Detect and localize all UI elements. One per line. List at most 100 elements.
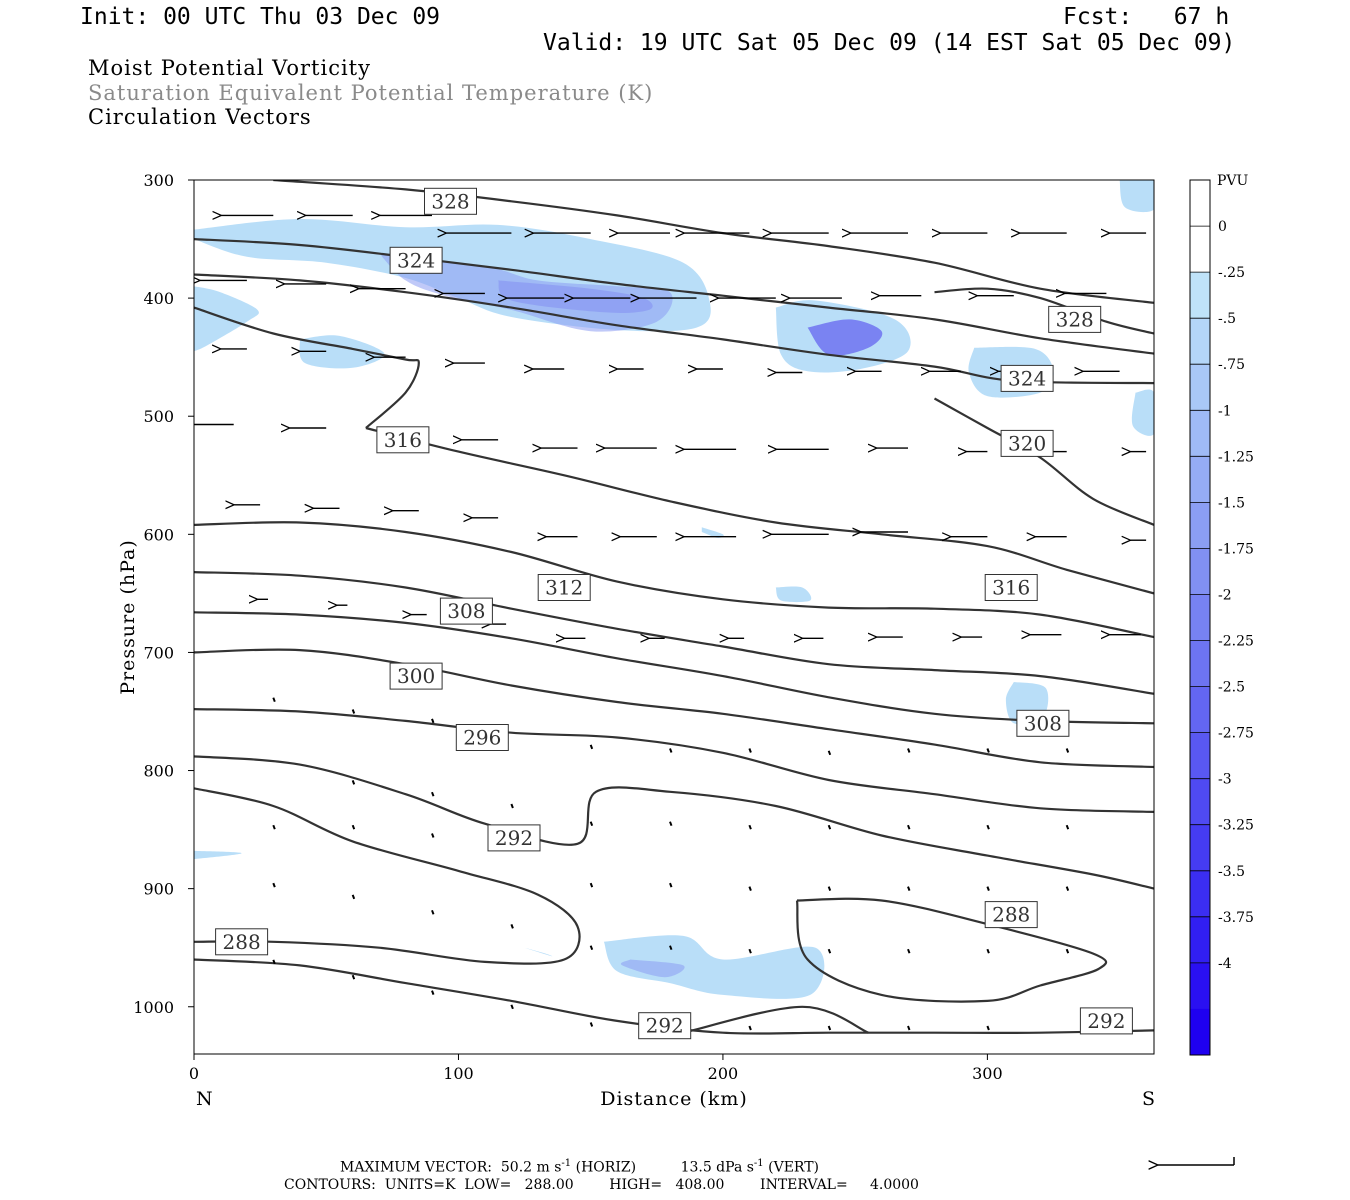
vector-small-49 <box>827 1025 832 1031</box>
contour-label-320-5: 320 <box>1000 429 1054 457</box>
vector-small-33 <box>986 886 990 891</box>
colorbar-label: -3.25 <box>1218 818 1254 834</box>
vector-small-23 <box>1065 824 1070 830</box>
colorbar-label: -4 <box>1218 956 1232 972</box>
y-tick-label: 900 <box>143 880 174 899</box>
contour-label-text: 308 <box>1024 711 1062 735</box>
contour-label-text: 320 <box>1008 431 1046 455</box>
vector-small-44 <box>986 948 990 954</box>
theta-es-contour-296-11 <box>194 708 1154 813</box>
contour-label-308-10: 308 <box>1016 709 1070 737</box>
colorbar-bin-15 <box>1190 870 1210 918</box>
vector-small-28 <box>589 882 594 888</box>
colorbar-bin-9 <box>1190 594 1210 642</box>
vector-small-25 <box>351 894 356 900</box>
contour-label-312-6: 312 <box>537 574 591 601</box>
colorbar-bin-11 <box>1190 686 1210 734</box>
colorbar-label: -1.75 <box>1218 541 1254 557</box>
vector-small-0 <box>272 697 276 703</box>
colorbar-label: -2 <box>1218 588 1232 604</box>
contour-label-316-4: 316 <box>376 426 430 454</box>
contour-label-292-16: 292 <box>1079 1007 1133 1035</box>
colorbar-label: -.25 <box>1218 265 1245 281</box>
theta-es-contour-324-2 <box>934 287 1154 335</box>
colorbar-label: -2.25 <box>1218 634 1254 650</box>
theta-es-contours <box>194 180 1154 1035</box>
contour-label-text: 328 <box>1056 307 1094 331</box>
pvu-colorbar: 0 -.25 -.5 -.75 -1 -1.25 -1.5 -1.75 -2 -2.25 -2.5 -… <box>1189 179 1254 1056</box>
colorbar-label: -2.5 <box>1218 680 1245 696</box>
y-axis-label: Pressure (hPa) <box>117 539 139 695</box>
vector-small-1 <box>351 709 356 714</box>
mpv-region-15 <box>603 935 825 999</box>
mpv-region-2 <box>498 280 653 313</box>
x-tick-label: 100 <box>443 1064 474 1083</box>
contour-label-296-11: 296 <box>455 724 509 751</box>
vector-small-48 <box>748 1025 752 1031</box>
reference-vector-icon <box>1158 1157 1235 1165</box>
theta-es-contour-288-14 <box>795 897 1108 1003</box>
vector-small-50 <box>907 1025 911 1031</box>
contours-caption: CONTOURS: UNITS=K LOW= 288.00 HIGH= 408.… <box>284 1177 919 1193</box>
colorbar-bin-1 <box>1190 226 1210 273</box>
field-title-theta-es: Saturation Equivalent Potential Temperat… <box>88 81 654 105</box>
vector-small-4 <box>669 748 673 753</box>
contour-label-text: 296 <box>463 726 501 750</box>
vector-small-19 <box>748 824 752 830</box>
contour-label-text: 292 <box>1087 1009 1125 1033</box>
colorbar-frame <box>1189 179 1211 1056</box>
colorbar-bin-18 <box>1190 1008 1210 1056</box>
contour-label-288-13: 288 <box>984 901 1038 929</box>
colorbar-bin-5 <box>1190 410 1210 457</box>
theta-es-contour-312-7 <box>194 521 1154 639</box>
axes: 300 400 500 600 700 800 900 1000 0 100 200 300 <box>133 171 1002 1083</box>
theta-es-contour-288-13 <box>194 787 581 965</box>
valid-time: Valid: 19 UTC Sat 05 Dec 09 (14 EST Sat … <box>543 30 1236 56</box>
vector-small-20 <box>827 824 832 830</box>
colorbar-bin-6 <box>1190 456 1210 503</box>
vector-small-8 <box>986 748 990 753</box>
vector-small-27 <box>510 924 514 929</box>
vector-small-51 <box>986 1025 990 1031</box>
contour-label-328-0: 328 <box>424 187 477 215</box>
field-title-mpv: Moist Potential Vorticity <box>88 56 371 80</box>
theta-es-contour-300-10 <box>194 648 1154 769</box>
vector-small-12 <box>510 803 514 809</box>
x-tick-label: 300 <box>972 1064 1003 1083</box>
colorbar-bin-16 <box>1190 916 1210 964</box>
contour-labels: 328 324 328 324 316 320 312 316 308 300 308 296 292 2… <box>215 187 1133 1040</box>
vector-small-34 <box>1065 886 1070 891</box>
vector-small-18 <box>669 821 673 827</box>
y-tick-label: 700 <box>143 643 174 662</box>
vector-small-36 <box>351 974 356 980</box>
contour-label-324-1: 324 <box>389 246 443 274</box>
init-time: Init: 00 UTC Thu 03 Dec 09 <box>80 4 441 30</box>
colorbar-label: -2.75 <box>1218 726 1254 742</box>
vector-small-42 <box>827 948 832 954</box>
colorbar-label: 0 <box>1218 219 1227 235</box>
contour-label-text: 308 <box>447 599 485 623</box>
y-tick-label: 400 <box>143 289 174 308</box>
contour-label-text: 300 <box>397 664 435 688</box>
x-tick-label: 0 <box>189 1064 199 1083</box>
vector-small-9 <box>1065 748 1070 753</box>
mpv-region-10 <box>701 527 724 538</box>
colorbar-label: -3.75 <box>1218 910 1254 926</box>
contour-label-324-3: 324 <box>1000 364 1054 392</box>
colorbar-bin-4 <box>1190 364 1210 411</box>
x-tick-label: 200 <box>708 1064 739 1083</box>
contour-label-text: 292 <box>495 826 533 850</box>
vector-small-6 <box>827 750 832 756</box>
colorbar-bin-13 <box>1190 778 1210 826</box>
theta-es-contour-324-1 <box>194 238 1154 355</box>
theta-es-contour-292-16 <box>683 1005 869 1034</box>
vector-small-24 <box>272 882 276 888</box>
mpv-region-9 <box>1119 180 1154 213</box>
vector-small-26 <box>431 909 435 915</box>
contour-label-text: 324 <box>397 248 435 272</box>
colorbar-label: -.75 <box>1218 357 1245 373</box>
theta-es-contour-320-6 <box>933 397 1154 526</box>
vector-small-7 <box>907 748 911 753</box>
mpv-region-14 <box>524 947 553 957</box>
contour-label-328-2: 328 <box>1048 305 1102 333</box>
